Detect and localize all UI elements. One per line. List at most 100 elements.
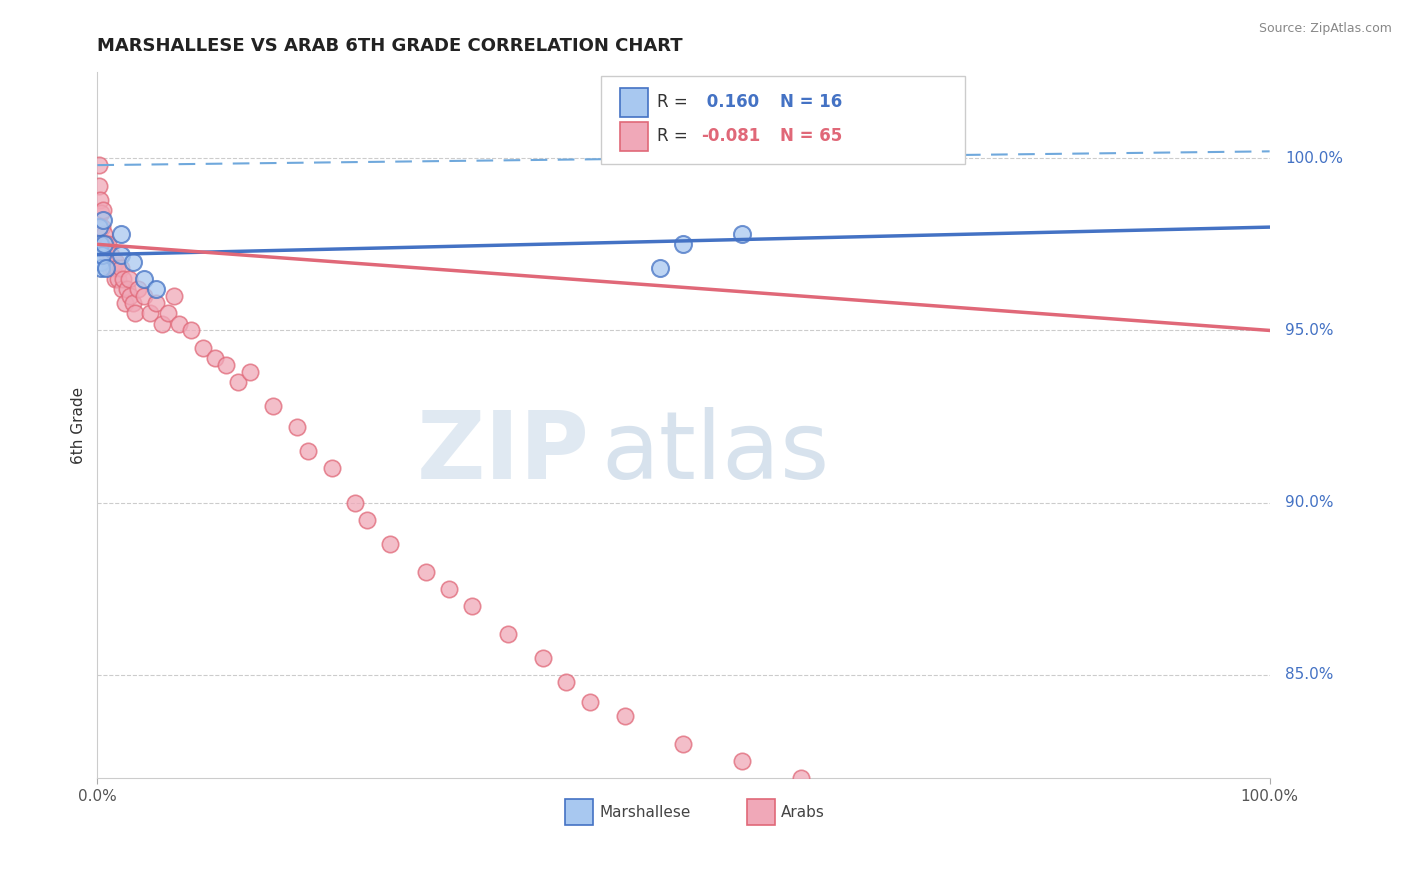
Point (98, 261, 121, 276)
Point (907, 813, 929, 827)
Point (139, 306, 162, 320)
Point (93, 227, 115, 241)
FancyBboxPatch shape (620, 88, 648, 117)
Point (90, 206, 112, 220)
Point (96, 247, 118, 261)
Point (848, 789, 870, 803)
FancyBboxPatch shape (747, 799, 775, 825)
Point (297, 444, 319, 458)
Text: 90.0%: 90.0% (1285, 495, 1333, 510)
Point (262, 399, 284, 413)
FancyBboxPatch shape (620, 122, 648, 151)
Point (112, 272, 135, 286)
FancyBboxPatch shape (565, 799, 593, 825)
Text: ZIP: ZIP (416, 408, 589, 500)
Point (578, 695, 600, 709)
Point (115, 282, 138, 296)
Text: Marshallese: Marshallese (599, 805, 690, 820)
Point (380, 537, 402, 551)
Point (98, 254, 121, 268)
Point (356, 513, 378, 527)
Point (731, 754, 754, 768)
Point (134, 289, 156, 303)
Point (285, 420, 308, 434)
Point (1024, 840, 1046, 855)
Point (121, 254, 143, 268)
Point (107, 272, 129, 286)
Text: R =: R = (657, 94, 693, 112)
Text: N = 16: N = 16 (779, 94, 842, 112)
Point (415, 565, 437, 579)
Point (105, 261, 128, 276)
Point (91, 247, 114, 261)
Point (127, 282, 149, 296)
Text: -0.081: -0.081 (702, 128, 761, 145)
Point (531, 650, 554, 665)
Point (239, 365, 262, 379)
Point (91, 220, 114, 235)
Text: atlas: atlas (602, 408, 830, 500)
Point (789, 771, 811, 785)
Text: N = 65: N = 65 (779, 128, 842, 145)
Point (180, 323, 202, 337)
Point (648, 261, 671, 276)
Point (437, 582, 460, 596)
Point (731, 227, 754, 241)
Point (145, 296, 167, 310)
Point (191, 341, 214, 355)
Text: 0.160: 0.160 (702, 94, 759, 112)
Point (344, 495, 367, 509)
Point (91, 213, 114, 227)
FancyBboxPatch shape (602, 76, 965, 164)
Point (97, 237, 120, 252)
Point (94, 237, 117, 252)
Point (110, 247, 132, 261)
Point (93, 237, 115, 252)
Point (156, 306, 179, 320)
Point (90, 254, 112, 268)
Text: Arabs: Arabs (780, 805, 825, 820)
Point (87, 158, 110, 172)
Text: 85.0%: 85.0% (1285, 667, 1333, 682)
Point (672, 237, 695, 252)
Point (89, 193, 111, 207)
Point (89, 237, 111, 252)
Point (87, 220, 110, 235)
Point (555, 674, 578, 689)
Point (90, 261, 112, 276)
Text: 95.0%: 95.0% (1285, 323, 1333, 338)
Point (110, 261, 132, 276)
Point (226, 375, 249, 389)
Point (145, 282, 167, 296)
Point (672, 737, 695, 751)
Point (94, 261, 117, 276)
Point (124, 306, 146, 320)
Point (134, 272, 156, 286)
Point (150, 317, 173, 331)
Point (101, 261, 124, 276)
Point (114, 296, 136, 310)
Text: 100.0%: 100.0% (1285, 151, 1343, 166)
Point (87, 178, 110, 193)
Point (204, 351, 226, 365)
Text: Source: ZipAtlas.com: Source: ZipAtlas.com (1258, 22, 1392, 36)
Point (1142, 857, 1164, 871)
Point (169, 317, 191, 331)
Point (118, 272, 141, 286)
Point (461, 599, 484, 613)
Y-axis label: 6th Grade: 6th Grade (72, 386, 86, 464)
Point (613, 709, 636, 723)
Point (110, 227, 132, 241)
Point (104, 272, 127, 286)
Point (100, 247, 122, 261)
Point (120, 289, 142, 303)
Text: MARSHALLESE VS ARAB 6TH GRADE CORRELATION CHART: MARSHALLESE VS ARAB 6TH GRADE CORRELATIO… (97, 37, 683, 55)
Point (215, 358, 238, 372)
Point (162, 289, 184, 303)
Point (103, 254, 125, 268)
Text: R =: R = (657, 128, 693, 145)
Point (105, 254, 128, 268)
Point (111, 282, 134, 296)
Point (91, 202, 114, 217)
Point (496, 626, 519, 640)
